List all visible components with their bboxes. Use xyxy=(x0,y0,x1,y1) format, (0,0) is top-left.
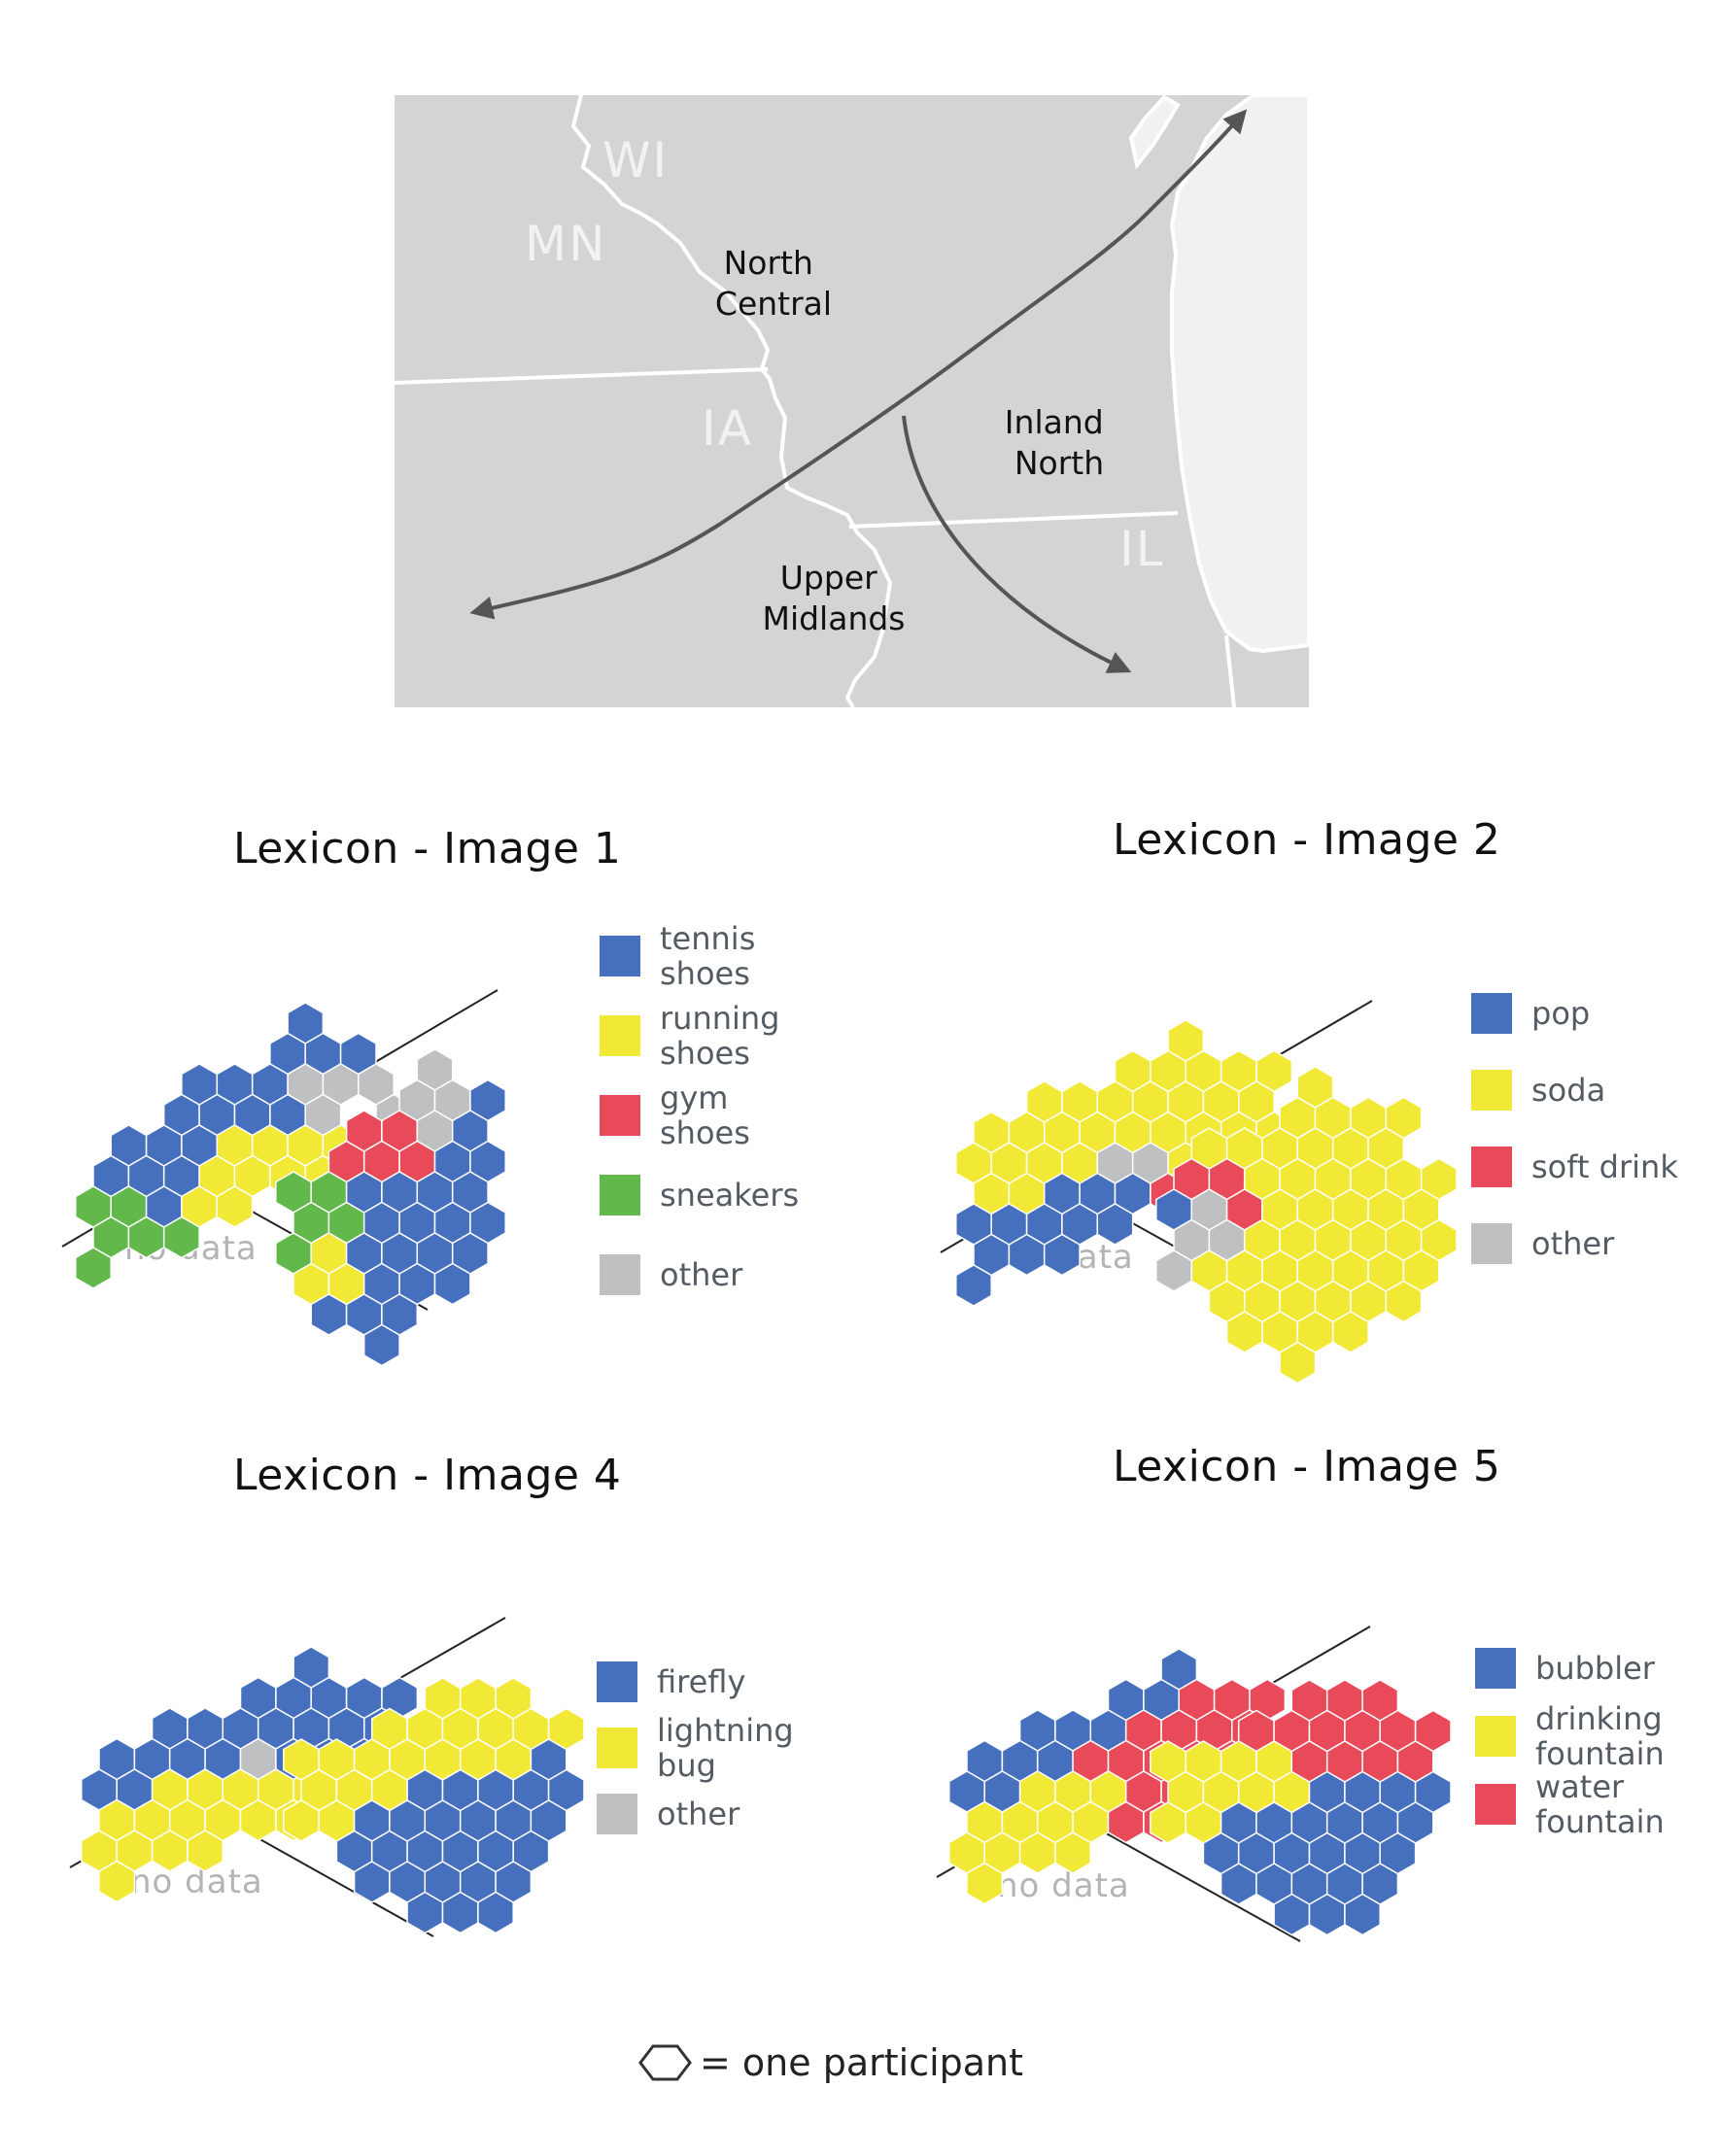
legend-swatch-4 xyxy=(600,1254,640,1295)
legend-label-0: pop xyxy=(1531,995,1590,1032)
legend-label-4: other xyxy=(660,1256,743,1293)
panel-lexicon-image-1: Lexicon - Image 1no datatennisshoesrunni… xyxy=(61,824,799,1367)
legend-label-2: soft drink xyxy=(1531,1148,1678,1185)
state-label-wi: WI xyxy=(602,132,669,188)
legend-label-line: shoes xyxy=(660,955,750,992)
legend-swatch-2 xyxy=(600,1095,640,1136)
state-label-mn: MN xyxy=(525,216,607,272)
legend-label-3: sneakers xyxy=(660,1177,799,1214)
legend-label-1: soda xyxy=(1531,1072,1605,1109)
legend-label-line: gym xyxy=(660,1079,728,1116)
panel-title: Lexicon - Image 4 xyxy=(233,1451,621,1500)
hex-blue xyxy=(433,1262,471,1306)
panel-lexicon-image-4: Lexicon - Image 4 no data firefly lightning… xyxy=(69,1451,794,1937)
hex-group-inland-north xyxy=(1155,1066,1458,1385)
hex-group-north-central xyxy=(75,1002,413,1289)
hex-blue xyxy=(1344,1893,1381,1936)
legend-label-line: shoes xyxy=(660,1035,750,1072)
legend-swatch-0 xyxy=(1475,1648,1516,1689)
legend-label-line: shoes xyxy=(660,1114,750,1151)
legend-label-2: water fountain xyxy=(1535,1768,1665,1840)
legend-label-line: bubbler xyxy=(1535,1650,1656,1687)
legend-label-1: lightning bug xyxy=(657,1712,794,1784)
legend-swatch-1 xyxy=(597,1728,637,1768)
legend-label-line: soda xyxy=(1531,1072,1605,1109)
legend-label-0: bubbler xyxy=(1535,1650,1656,1687)
hex-yellow xyxy=(966,1862,1004,1905)
legend-swatch-2 xyxy=(1471,1146,1512,1187)
state-label-ia: IA xyxy=(702,400,753,457)
legend-label-line: water xyxy=(1535,1768,1625,1805)
hex-yellow xyxy=(187,1830,224,1872)
legend-label-2: gym shoes xyxy=(660,1079,750,1151)
hex-group-inland-north xyxy=(283,1677,585,1934)
state-label-il: IL xyxy=(1119,521,1165,577)
hex-yellow xyxy=(1054,1831,1092,1874)
hex-green xyxy=(75,1247,112,1289)
legend-label-line: soft drink xyxy=(1531,1148,1678,1185)
hex-green xyxy=(162,1215,200,1259)
hex-yellow xyxy=(216,1185,254,1228)
legend-label-1: running shoes xyxy=(660,1000,779,1072)
legend-label-line: lightning xyxy=(657,1712,794,1749)
legend-label-line: drinking xyxy=(1535,1700,1663,1737)
legend-label-line: sneakers xyxy=(660,1177,799,1214)
region-map: WI MN IA IL North Central Inland North U… xyxy=(394,93,1311,709)
hex-blue xyxy=(955,1264,992,1307)
legend-label-line: fountain xyxy=(1535,1803,1665,1840)
legend-label-line: running xyxy=(660,1000,779,1037)
legend-label-2: other xyxy=(657,1796,740,1832)
legend-label-line: bug xyxy=(657,1747,716,1784)
hex-group-inland-north xyxy=(275,1048,506,1367)
legend-swatch-1 xyxy=(1475,1716,1516,1757)
legend-label-line: fountain xyxy=(1535,1735,1665,1772)
hex-blue xyxy=(477,1891,514,1934)
panel-title: Lexicon - Image 1 xyxy=(233,824,621,873)
footer-text: = one participant xyxy=(700,2041,1023,2084)
region-label-north-central: North Central xyxy=(715,244,832,323)
footer-legend: = one participant xyxy=(638,2041,1023,2084)
region-label-upper-midlands: Upper Midlands xyxy=(762,559,905,637)
legend-label-0: firefly xyxy=(657,1663,745,1700)
legend-label-0: tennis shoes xyxy=(660,920,755,992)
no-data-label: no data xyxy=(130,1863,263,1901)
legend-label-line: firefly xyxy=(657,1663,745,1700)
no-data-label: no data xyxy=(997,1866,1130,1905)
legend-label-line: other xyxy=(1531,1225,1615,1262)
hex-blue xyxy=(1096,1203,1134,1246)
hex-yellow xyxy=(1385,1280,1423,1323)
legend-label-1: drinking fountain xyxy=(1535,1700,1665,1772)
legend-label-line: other xyxy=(660,1256,743,1293)
legend-swatch-3 xyxy=(600,1175,640,1215)
hex-yellow xyxy=(1331,1311,1369,1353)
legend-swatch-1 xyxy=(600,1015,640,1056)
legend-swatch-2 xyxy=(1475,1784,1516,1825)
legend-label-line: pop xyxy=(1531,995,1590,1032)
legend-swatch-1 xyxy=(1471,1070,1512,1111)
region-label-inland-north: Inland North xyxy=(1005,403,1114,482)
legend-swatch-0 xyxy=(1471,993,1512,1034)
hexagon-outline-icon xyxy=(638,2044,692,2081)
legend-label-3: other xyxy=(1531,1225,1615,1262)
legend-swatch-3 xyxy=(1471,1223,1512,1264)
isogloss-arrow-main xyxy=(469,109,1248,620)
legend-label-line: other xyxy=(657,1796,740,1832)
legend-label-line: tennis xyxy=(660,920,755,957)
legend-swatch-0 xyxy=(597,1661,637,1702)
hex-blue xyxy=(1043,1233,1081,1277)
hex-yellow xyxy=(1279,1341,1317,1385)
legend-swatch-2 xyxy=(597,1794,637,1834)
panel-title: Lexicon - Image 2 xyxy=(1113,815,1500,865)
isogloss-arrow-branch xyxy=(902,415,1132,673)
hex-yellow xyxy=(98,1860,136,1903)
hex-group-inland-north xyxy=(1150,1679,1452,1936)
legend-swatch-0 xyxy=(600,936,640,976)
panel-title: Lexicon - Image 5 xyxy=(1113,1442,1500,1491)
state-border-il-in xyxy=(1224,634,1236,708)
hex-blue xyxy=(362,1323,400,1367)
